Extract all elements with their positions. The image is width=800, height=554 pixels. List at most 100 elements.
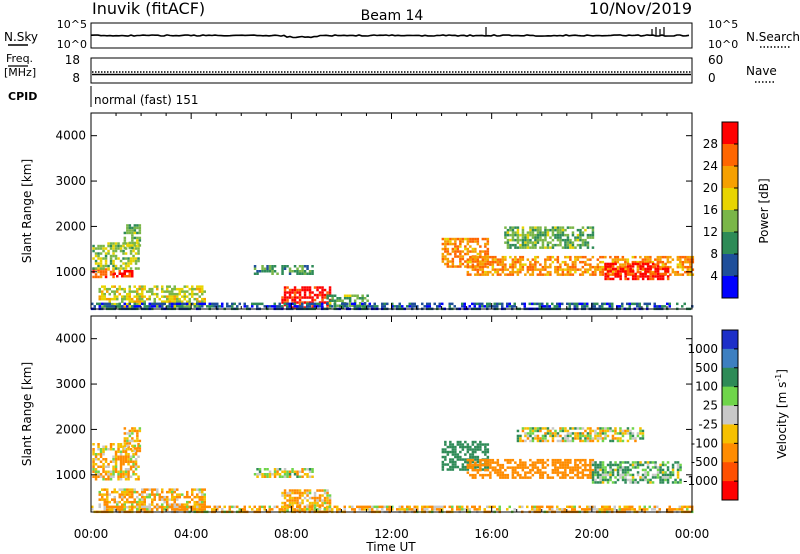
power-cell [486, 247, 490, 251]
power-cell [556, 228, 560, 232]
velocity-cell [596, 437, 600, 440]
power-cell [133, 241, 137, 245]
power-cell [336, 299, 339, 302]
velocity-cell [636, 434, 640, 438]
velocity-cell [113, 498, 116, 501]
power-cell [123, 287, 126, 291]
power-cell [111, 297, 114, 301]
velocity-cell [494, 466, 497, 469]
power-cell [318, 286, 322, 289]
power-cell [454, 255, 457, 258]
power-cell [576, 255, 580, 259]
velocity-cell [604, 427, 607, 430]
velocity-cell [308, 470, 312, 473]
velocity-cell [293, 508, 296, 511]
velocity-cell [296, 496, 299, 500]
power-cell [131, 275, 134, 278]
velocity-cell [313, 501, 317, 505]
velocity-cell [92, 443, 95, 446]
velocity-cell [541, 439, 545, 443]
power-cell [691, 255, 695, 259]
velocity-cell [161, 488, 164, 491]
power-cell [506, 305, 509, 308]
power-cell [514, 270, 517, 274]
velocity-cell [536, 468, 540, 472]
velocity-cell [531, 429, 535, 433]
power-cell [171, 300, 174, 303]
power-cell [358, 302, 362, 305]
power-cell [514, 263, 517, 266]
power-cell [136, 305, 139, 308]
power-cell [119, 247, 123, 250]
power-cell [123, 275, 126, 278]
velocity-cell [186, 490, 189, 494]
velocity-cell [166, 495, 169, 499]
power-cell [571, 302, 574, 306]
power-cell [621, 270, 625, 273]
velocity-cell [659, 466, 662, 469]
velocity-cell [306, 468, 309, 471]
power-cell [328, 307, 332, 310]
power-cell [689, 263, 692, 266]
velocity-cell [569, 466, 572, 469]
velocity-cell [112, 468, 115, 471]
velocity-cell [446, 450, 450, 454]
power-cell [478, 302, 481, 306]
velocity-cell [301, 475, 304, 478]
power-cell [491, 255, 495, 259]
velocity-cell [459, 458, 462, 461]
power-cell [99, 252, 103, 255]
velocity-cell [283, 475, 287, 478]
velocity-cell [576, 427, 580, 430]
power-cell [191, 287, 194, 291]
power-cell [639, 255, 642, 259]
power-cell [476, 237, 480, 241]
velocity-cell [469, 448, 472, 451]
power-cell [328, 294, 332, 297]
power-cell [484, 255, 487, 259]
velocity-cell [203, 493, 206, 496]
velocity-cell [679, 468, 682, 472]
power-cell [444, 257, 447, 261]
velocity-colorbar-segment [722, 405, 738, 425]
velocity-cell [137, 465, 140, 468]
power-cell [296, 301, 299, 304]
velocity-cell [132, 470, 135, 473]
velocity-cell [451, 445, 455, 449]
power-cell [666, 275, 670, 278]
power-cell [543, 305, 546, 308]
velocity-cell [446, 453, 450, 456]
power-cell [138, 236, 142, 240]
power-cell [506, 241, 510, 244]
power-cell [303, 291, 307, 294]
power-cell [283, 302, 286, 306]
power-cell [446, 242, 450, 246]
velocity-cell [484, 450, 487, 454]
power-cell [166, 300, 169, 303]
power-cell [594, 268, 597, 271]
velocity-cell [358, 508, 361, 511]
velocity-cell [198, 490, 201, 494]
power-cell [601, 265, 605, 269]
velocity-cell [469, 453, 472, 456]
velocity-cell [529, 458, 532, 462]
power-cell [173, 295, 176, 298]
power-cell [128, 224, 132, 227]
velocity-cell [514, 476, 517, 479]
velocity-cell [584, 434, 587, 438]
power-cell [594, 270, 597, 274]
velocity-cell [559, 466, 562, 469]
velocity-cell [566, 473, 570, 477]
power-cell [544, 236, 547, 239]
power-cell [168, 285, 171, 288]
power-cell [533, 302, 536, 306]
velocity-cell [474, 445, 477, 449]
power-cell [669, 260, 672, 264]
power-cell [566, 268, 570, 271]
power-cell [579, 236, 582, 239]
power-cell [306, 265, 309, 268]
power-cell [501, 265, 505, 269]
power-cell [118, 272, 121, 275]
power-cell [464, 265, 467, 268]
power-cell [619, 263, 622, 266]
